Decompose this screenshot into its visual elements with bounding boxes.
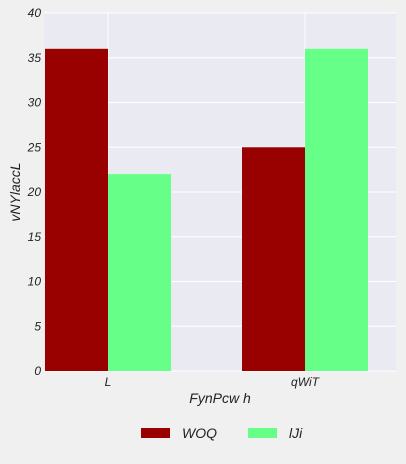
legend-swatch	[248, 428, 277, 438]
bar-lJi-qWiT	[305, 48, 368, 372]
x-axis-label: FynPcw h	[189, 390, 251, 406]
y-tick-label: 15	[28, 230, 42, 244]
legend-label: lJi	[289, 425, 303, 441]
x-tick-label: qWiT	[291, 375, 321, 389]
y-axis-ticks: 0 5 10 15 20 25 30 35 40	[27, 6, 42, 378]
y-tick-label: 30	[28, 96, 42, 110]
y-tick-label: 40	[28, 6, 42, 20]
y-tick-label: 5	[34, 319, 41, 333]
y-tick-label: 35	[28, 51, 42, 65]
legend: WOQ lJi	[141, 425, 303, 441]
y-tick-label: 20	[27, 185, 42, 199]
bar-WOQ-L	[45, 48, 108, 372]
bars	[45, 48, 368, 372]
y-tick-label: 25	[27, 140, 42, 154]
y-tick-label: 0	[34, 364, 41, 378]
legend-swatch	[141, 428, 170, 438]
bar-lJi-L	[108, 174, 171, 371]
bar-WOQ-qWiT	[242, 147, 305, 371]
y-axis-label: vNYlaccL	[7, 162, 23, 221]
y-tick-label: 10	[28, 275, 42, 289]
x-tick-label: L	[105, 375, 112, 389]
legend-label: WOQ	[182, 425, 217, 441]
